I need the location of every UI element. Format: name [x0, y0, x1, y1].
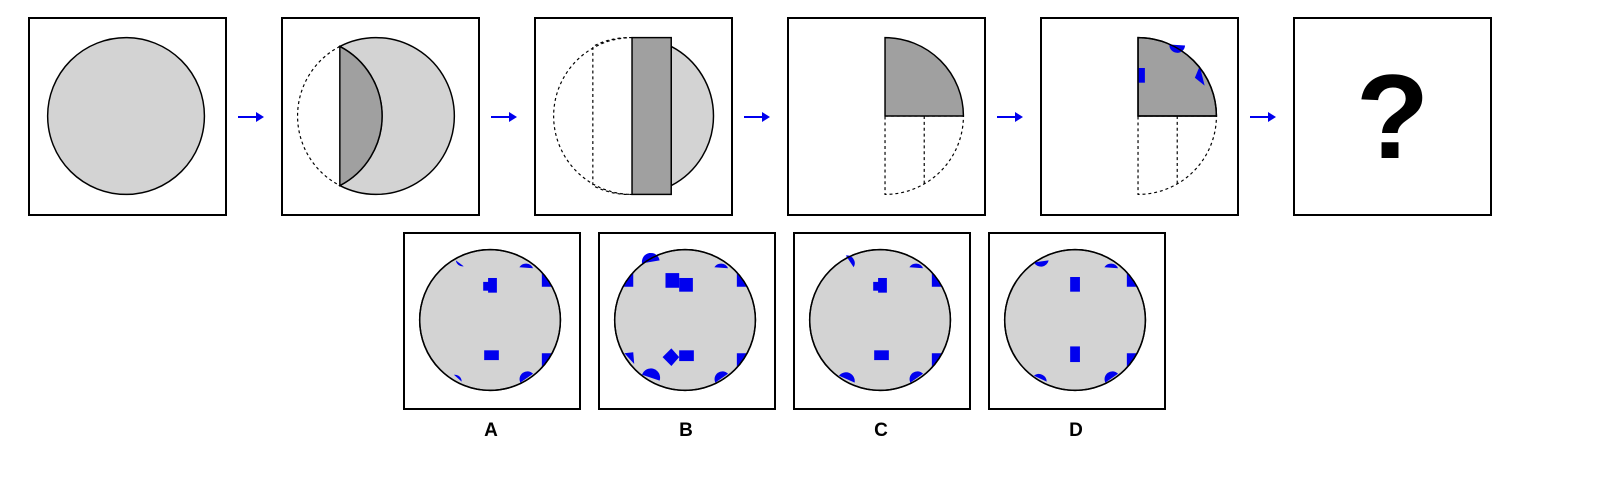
paper-right-strip: [670, 45, 715, 187]
step-4-figure: [884, 36, 965, 195]
hole-square: [484, 350, 499, 361]
hole-semicircle: [1104, 263, 1119, 269]
option-b-figure: [613, 248, 757, 392]
arrow-icon: [744, 112, 770, 122]
option-a-label: A: [484, 420, 498, 441]
hole-square: [488, 277, 497, 293]
hole-square: [874, 350, 889, 361]
hole-semicircle: [909, 371, 924, 383]
hole-semicircle: [519, 263, 534, 269]
folded-away-outline-bottom: [1137, 115, 1218, 195]
punched-hole-corner: [1194, 66, 1205, 86]
step-3-figure: [553, 36, 715, 196]
hole-square: [679, 350, 694, 362]
hole-semicircle: [845, 255, 855, 268]
step-1-panel: [28, 17, 227, 216]
hole-semicircle: [838, 372, 855, 383]
hole-square: [1070, 277, 1080, 292]
hole-semicircle: [714, 263, 729, 269]
hole-corner: [624, 352, 635, 365]
hole-semicircle: [519, 371, 534, 383]
hole-square: [679, 277, 693, 292]
paper-circle: [46, 36, 206, 196]
step-3-panel: [534, 17, 733, 216]
hole-square: [665, 273, 680, 288]
arrow-icon: [1250, 112, 1276, 122]
option-b-panel[interactable]: [598, 232, 776, 410]
step-5-figure: [1137, 36, 1218, 195]
hole-square: [1070, 346, 1080, 363]
step-1-figure: [46, 36, 206, 196]
punched-hole-square: [1138, 67, 1145, 83]
hole-semicircle: [455, 260, 464, 267]
folded-away-outline-bottom: [884, 115, 965, 195]
arrow-icon: [491, 112, 517, 122]
folded-middle-band: [631, 36, 672, 196]
hole-semicircle: [909, 263, 924, 269]
hole-semicircle: [1033, 260, 1049, 267]
folded-away-outline: [296, 45, 341, 187]
arrow-icon: [997, 112, 1023, 122]
option-b-label: B: [679, 420, 693, 441]
folded-away-outline-left: [553, 37, 633, 195]
arrow-icon: [238, 112, 264, 122]
hole-square: [878, 277, 887, 293]
question-mark: ?: [1355, 49, 1430, 184]
step-2-panel: [281, 17, 480, 216]
hole-semicircle: [714, 371, 729, 383]
hole-semicircle: [1104, 371, 1119, 383]
hole-semicircle: [1033, 374, 1047, 382]
option-c-figure: [808, 248, 952, 392]
hole-semicircle: [453, 374, 462, 382]
option-d-figure: [1003, 248, 1147, 392]
step-2-figure: [296, 36, 456, 196]
answer-panel: ?: [1293, 17, 1492, 216]
option-d-panel[interactable]: [988, 232, 1166, 410]
step-4-panel: [787, 17, 986, 216]
hole-square: [873, 281, 880, 291]
option-c-label: C: [874, 420, 888, 441]
option-d-label: D: [1069, 420, 1083, 441]
option-c-panel[interactable]: [793, 232, 971, 410]
folded-flap: [339, 45, 383, 187]
folded-quarter: [884, 36, 965, 117]
hole-diamond: [662, 348, 680, 366]
option-a-panel[interactable]: [403, 232, 581, 410]
hole-square: [483, 281, 490, 291]
step-5-panel: [1040, 17, 1239, 216]
hole-semicircle: [642, 368, 661, 381]
option-a-figure: [418, 248, 562, 392]
folded-quarter-edge: [1137, 36, 1218, 117]
